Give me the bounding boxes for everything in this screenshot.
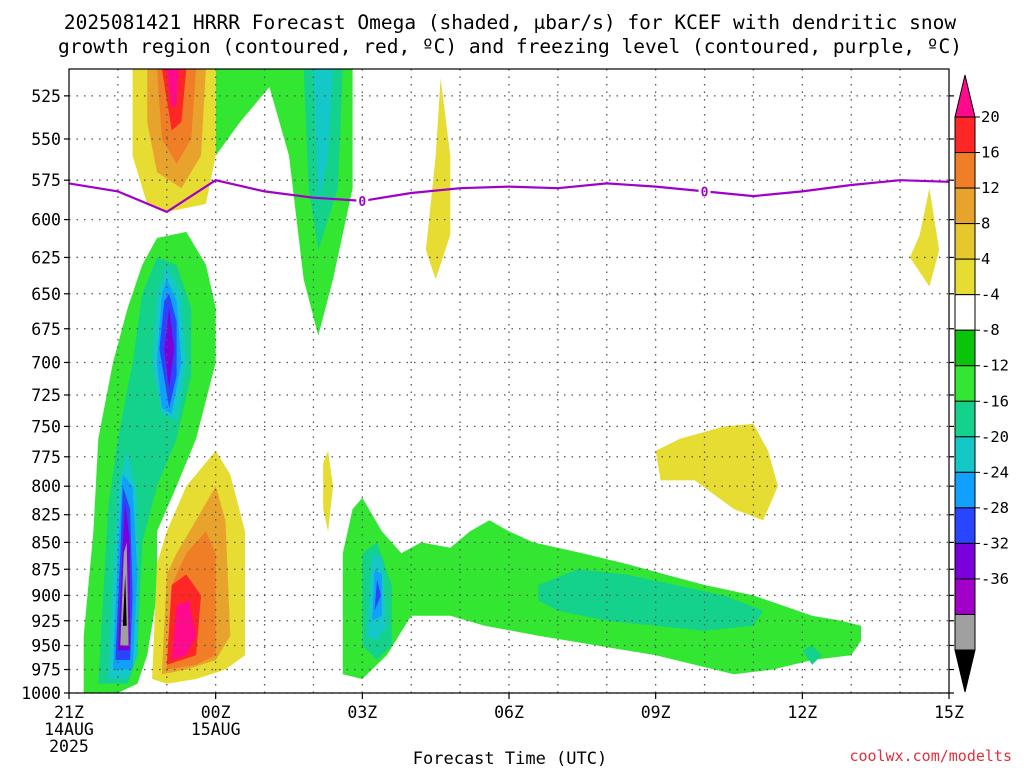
colorbar-label-7: -12 [981,357,1009,375]
colorbar-label-0: 20 [981,108,1000,126]
y-tick-label-950: 950 [31,636,61,655]
colorbar-label-11: -28 [981,499,1009,517]
colorbar-label-3: 8 [981,215,990,233]
colorbar-label-5: -4 [981,286,1000,304]
colorbar-box-4 [954,258,976,296]
colorbar-bottom-arrow [954,649,976,693]
colorbar-label-4: 4 [981,250,990,268]
colorbar-label-10: -24 [981,463,1009,481]
y-tick-label-850: 850 [31,533,61,552]
chart-title-line-2: growth region (contoured, red, ºC) and f… [58,35,962,58]
y-tick-label-675: 675 [31,320,61,339]
x-tick-label-12-0: 09Z [641,703,671,722]
colorbar-box-8 [954,400,976,438]
colorbar-box-7 [954,365,976,402]
freezing-level-label: 0 [358,195,366,210]
downward-motion-top-level-20-4 [166,69,179,109]
y-tick-label-700: 700 [31,353,61,372]
colorbar-label-6: -8 [981,321,1000,339]
downward-motion-isolated-level-4-2 [655,423,778,521]
x-tick-label-6-0: 03Z [347,703,377,722]
x-tick-label-18-0: 15Z [934,703,964,722]
y-tick-label-650: 650 [31,285,61,304]
upward-motion-left-column-level--28-9 [164,307,175,389]
colorbar-label-13: -36 [981,570,1009,588]
x-tick-label-15-0: 12Z [787,703,817,722]
y-tick-label-550: 550 [31,130,61,149]
colorbar-box-6 [954,329,976,367]
y-tick-label-925: 925 [31,612,61,631]
upward-motion-lower-band-level--12-2 [538,569,764,631]
colorbar-box-3 [954,223,976,260]
omega-shading [83,69,940,693]
upward-motion-left-column-level--36-11 [122,574,127,626]
x-tick-label-0-0: 21Z [54,703,84,722]
x-tick-label-0-2: 2025 [49,737,89,756]
y-tick-label-800: 800 [31,477,61,496]
y-tick-label-575: 575 [31,171,61,190]
colorbar-box-13 [954,578,976,615]
colorbar-label-8: -16 [981,392,1009,410]
downward-motion-isolated-level-4-0 [323,450,333,532]
freezing-level-contour [69,179,949,214]
y-tick-label-625: 625 [31,248,61,267]
y-tick-label-600: 600 [31,211,61,230]
upward-motion-upper-band-level--16-2 [313,69,333,204]
y-tick-label-775: 775 [31,448,61,467]
chart-title-line-1: 2025081421 HRRR Forecast Omega (shaded, … [64,11,956,34]
source-credit: coolwx.com/modelts [849,747,1012,765]
upward-motion-lower-band-level--12-3 [802,645,822,665]
colorbar-box-12 [954,542,976,580]
y-tick-label-875: 875 [31,560,61,579]
y-tick-label-900: 900 [31,586,61,605]
colorbar-box-9 [954,436,976,473]
colorbar-label-9: -20 [981,428,1009,446]
downward-motion-isolated-level-4-3 [909,188,940,287]
y-tick-label-525: 525 [31,87,61,106]
downward-motion-isolated-level-4-1 [425,78,451,280]
x-tick-label-3-0: 00Z [201,703,231,722]
x-tick-label-9-0: 06Z [494,703,524,722]
freezing-level-label-bg [356,192,369,207]
colorbar-box-14 [954,613,976,651]
y-tick-label-750: 750 [31,417,61,436]
colorbar-label-12: -32 [981,534,1009,552]
x-tick-label-0-1: 14AUG [44,720,94,739]
y-tick-label-825: 825 [31,506,61,525]
colorbar-label-1: 16 [981,144,1000,162]
y-tick-label-975: 975 [31,661,61,680]
colorbar-box-11 [954,507,976,544]
colorbar-box-1 [954,152,976,189]
x-tick-label-3-1: 15AUG [191,720,241,739]
freezing-level-line: 00 [69,179,949,214]
omega-colorbar: 20 16 12 8 4 -4 -8 -12 -16 -20 -24 -28 -32 -36 [954,74,1009,693]
freezing-level-label-bg [698,183,711,198]
colorbar-box-10 [954,471,976,509]
x-axis-label: Forecast Time (UTC) [413,749,607,768]
colorbar-top-arrow [954,74,976,118]
colorbar-label-2: 12 [981,179,1000,197]
colorbar-box-5 [954,294,976,331]
colorbar-box-2 [954,187,976,225]
colorbar-box-0 [954,116,976,154]
y-tick-label-725: 725 [31,386,61,405]
y-tick-label-1000: 1000 [21,684,61,703]
freezing-level-label: 0 [701,185,709,200]
pressure-axis: 525 550 575 600 625 650 675 700 725 750 775 800 825 8… [21,87,954,703]
